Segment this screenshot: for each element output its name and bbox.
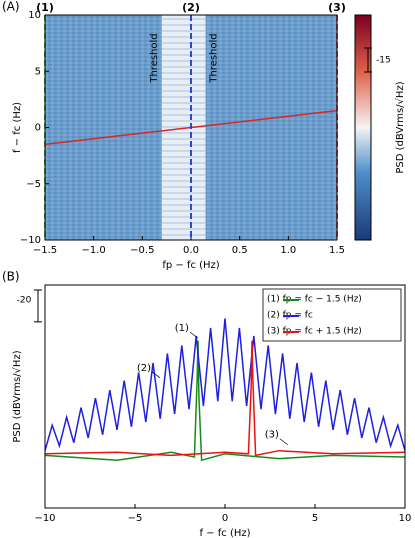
x-tick-label: −0.5 [130, 245, 154, 256]
annotation-leader [189, 331, 199, 339]
x-tick-label: 0.0 [183, 245, 199, 256]
marker-label: (1) [36, 1, 54, 14]
plot-frame [44, 284, 406, 509]
annotation: (1) [175, 323, 189, 334]
y-axis-label: PSD (dBVrms/√Hz) [12, 350, 23, 442]
y-tick-label: −10 [20, 235, 41, 246]
annotation: (2) [137, 363, 151, 374]
y-tick-label: 5 [35, 66, 41, 77]
series-line [44, 340, 406, 457]
colorbar-scale [364, 47, 372, 73]
threshold-region [161, 15, 206, 240]
annotation-leader [151, 371, 161, 379]
x-tick-label: −5 [128, 513, 143, 524]
threshold-label: Threshold [209, 33, 220, 83]
x-tick-label: 10 [399, 513, 412, 524]
x-axis-label: f − fc (Hz) [199, 528, 250, 538]
x-tick-label: −10 [34, 513, 55, 524]
y-tick-label: 10 [28, 10, 41, 21]
x-tick-label: 0.5 [232, 245, 248, 256]
x-axis-label: fp − fc (Hz) [162, 260, 219, 271]
y-axis-label: f − fc (Hz) [12, 102, 23, 153]
y-tick-label: −5 [26, 179, 41, 190]
scale-bar [34, 289, 42, 323]
annotation-leader [279, 438, 289, 446]
annotation: (3) [265, 430, 279, 441]
threshold-label: Threshold [149, 33, 160, 83]
x-tick-label: −1.5 [33, 245, 57, 256]
panel-label: (B) [2, 270, 20, 284]
legend-label: (3) fp = fc + 1.5 (Hz) [267, 327, 362, 337]
x-tick-label: 1.0 [280, 245, 296, 256]
plot-frame [44, 14, 338, 241]
y-tick-label: 0 [35, 123, 41, 134]
panel-label: (A) [2, 0, 20, 14]
x-tick-label: 1.5 [329, 245, 345, 256]
legend-label: (1) fp = fc − 1.5 (Hz) [267, 295, 362, 305]
scale-bar-label: -20 [17, 296, 32, 306]
colorbar-label: PSD (dBVrms/√Hz) [395, 81, 406, 173]
marker-label: (3) [328, 1, 346, 14]
colorbar-scale-label: -15 [376, 56, 391, 66]
marker-label: (2) [182, 1, 200, 14]
colorbar [354, 14, 372, 241]
x-tick-label: −1.0 [82, 245, 106, 256]
x-tick-label: 0 [222, 513, 228, 524]
x-tick-label: 5 [312, 513, 318, 524]
series-line [44, 318, 406, 451]
series-line [44, 340, 406, 462]
